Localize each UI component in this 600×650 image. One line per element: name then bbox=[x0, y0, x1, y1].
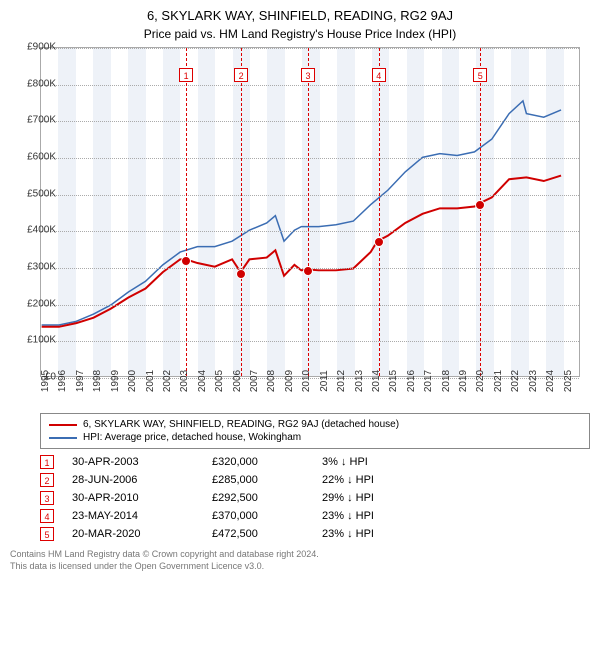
x-tick-label: 2005 bbox=[214, 370, 225, 392]
x-tick-label: 2004 bbox=[197, 370, 208, 392]
row-diff: 23% ↓ HPI bbox=[322, 528, 412, 540]
x-tick-label: 1995 bbox=[40, 370, 51, 392]
transaction-row: 3 30-APR-2010£292,50029% ↓ HPI bbox=[40, 489, 590, 507]
footer-line2: This data is licensed under the Open Gov… bbox=[10, 561, 590, 573]
x-tick-label: 2011 bbox=[319, 370, 330, 392]
row-price: £370,000 bbox=[212, 510, 322, 522]
x-tick-label: 2016 bbox=[406, 370, 417, 392]
legend-swatch bbox=[49, 437, 77, 439]
event-marker: 4 bbox=[372, 68, 386, 82]
x-tick-label: 2019 bbox=[458, 370, 469, 392]
plot-region: 1 2 3 4 5 bbox=[40, 47, 580, 377]
row-diff: 3% ↓ HPI bbox=[322, 456, 412, 468]
chart-area: 12345 £0£100K£200K£300K£400K£500K£600K£7… bbox=[40, 47, 600, 407]
x-tick-label: 2000 bbox=[127, 370, 138, 392]
transaction-row: 4 23-MAY-2014£370,00023% ↓ HPI bbox=[40, 507, 590, 525]
event-marker: 3 bbox=[301, 68, 315, 82]
row-marker: 2 bbox=[40, 473, 54, 487]
footer-line1: Contains HM Land Registry data © Crown c… bbox=[10, 549, 590, 561]
event-marker: 5 bbox=[473, 68, 487, 82]
x-tick-label: 2022 bbox=[510, 370, 521, 392]
event-point bbox=[475, 200, 485, 210]
event-point bbox=[374, 237, 384, 247]
row-price: £320,000 bbox=[212, 456, 322, 468]
y-tick-label: £800K bbox=[27, 78, 56, 89]
arrow-down-icon: ↓ bbox=[347, 492, 353, 504]
row-price: £285,000 bbox=[212, 474, 322, 486]
chart-container: 6, SKYLARK WAY, SHINFIELD, READING, RG2 … bbox=[0, 0, 600, 650]
row-marker: 1 bbox=[40, 455, 54, 469]
arrow-down-icon: ↓ bbox=[347, 474, 353, 486]
row-marker: 5 bbox=[40, 527, 54, 541]
legend-label: HPI: Average price, detached house, Woki… bbox=[83, 432, 301, 443]
y-tick-label: £100K bbox=[27, 335, 56, 346]
legend-swatch bbox=[49, 424, 77, 426]
row-diff: 29% ↓ HPI bbox=[322, 492, 412, 504]
y-tick-label: £500K bbox=[27, 188, 56, 199]
legend-item: HPI: Average price, detached house, Woki… bbox=[49, 431, 581, 444]
line-series-svg bbox=[41, 48, 579, 376]
event-point bbox=[236, 269, 246, 279]
x-tick-label: 2024 bbox=[545, 370, 556, 392]
y-tick-label: £300K bbox=[27, 262, 56, 273]
x-tick-label: 2001 bbox=[145, 370, 156, 392]
arrow-down-icon: ↓ bbox=[347, 510, 353, 522]
x-tick-label: 2013 bbox=[354, 370, 365, 392]
row-marker: 4 bbox=[40, 509, 54, 523]
x-tick-label: 2010 bbox=[301, 370, 312, 392]
x-tick-label: 2025 bbox=[563, 370, 574, 392]
legend-item: 6, SKYLARK WAY, SHINFIELD, READING, RG2 … bbox=[49, 418, 581, 431]
arrow-down-icon: ↓ bbox=[341, 456, 347, 468]
x-tick-label: 2009 bbox=[284, 370, 295, 392]
y-tick-label: £400K bbox=[27, 225, 56, 236]
event-marker: 1 bbox=[179, 68, 193, 82]
x-tick-label: 1999 bbox=[110, 370, 121, 392]
x-tick-label: 2014 bbox=[371, 370, 382, 392]
y-tick-label: £900K bbox=[27, 42, 56, 53]
legend: 6, SKYLARK WAY, SHINFIELD, READING, RG2 … bbox=[40, 413, 590, 449]
footer-attribution: Contains HM Land Registry data © Crown c… bbox=[10, 549, 590, 572]
series-line bbox=[42, 101, 561, 325]
legend-label: 6, SKYLARK WAY, SHINFIELD, READING, RG2 … bbox=[83, 419, 399, 430]
event-point bbox=[303, 266, 313, 276]
x-tick-label: 2021 bbox=[493, 370, 504, 392]
y-tick-label: £600K bbox=[27, 152, 56, 163]
transactions-table: 1 30-APR-2003£320,0003% ↓ HPI 2 28-JUN-2006… bbox=[40, 453, 590, 543]
chart-subtitle: Price paid vs. HM Land Registry's House … bbox=[0, 23, 600, 47]
x-tick-label: 2015 bbox=[388, 370, 399, 392]
y-tick-label: £200K bbox=[27, 298, 56, 309]
transaction-row: 5 20-MAR-2020£472,50023% ↓ HPI bbox=[40, 525, 590, 543]
arrow-down-icon: ↓ bbox=[347, 528, 353, 540]
row-marker: 3 bbox=[40, 491, 54, 505]
row-date: 28-JUN-2006 bbox=[72, 474, 212, 486]
x-tick-label: 2002 bbox=[162, 370, 173, 392]
row-diff: 23% ↓ HPI bbox=[322, 510, 412, 522]
x-tick-label: 1997 bbox=[75, 370, 86, 392]
row-price: £472,500 bbox=[212, 528, 322, 540]
x-tick-label: 1998 bbox=[92, 370, 103, 392]
y-tick-label: £700K bbox=[27, 115, 56, 126]
transaction-row: 2 28-JUN-2006£285,00022% ↓ HPI bbox=[40, 471, 590, 489]
x-tick-label: 2006 bbox=[232, 370, 243, 392]
row-date: 30-APR-2010 bbox=[72, 492, 212, 504]
x-tick-label: 2020 bbox=[475, 370, 486, 392]
x-tick-label: 2017 bbox=[423, 370, 434, 392]
transaction-row: 1 30-APR-2003£320,0003% ↓ HPI bbox=[40, 453, 590, 471]
row-date: 23-MAY-2014 bbox=[72, 510, 212, 522]
event-marker: 2 bbox=[234, 68, 248, 82]
chart-title: 6, SKYLARK WAY, SHINFIELD, READING, RG2 … bbox=[0, 0, 600, 23]
x-tick-label: 2012 bbox=[336, 370, 347, 392]
x-tick-label: 2018 bbox=[441, 370, 452, 392]
x-tick-label: 2008 bbox=[266, 370, 277, 392]
x-tick-label: 2007 bbox=[249, 370, 260, 392]
event-point bbox=[181, 256, 191, 266]
x-tick-label: 2003 bbox=[179, 370, 190, 392]
row-diff: 22% ↓ HPI bbox=[322, 474, 412, 486]
row-price: £292,500 bbox=[212, 492, 322, 504]
x-tick-label: 2023 bbox=[528, 370, 539, 392]
row-date: 30-APR-2003 bbox=[72, 456, 212, 468]
x-tick-label: 1996 bbox=[57, 370, 68, 392]
row-date: 20-MAR-2020 bbox=[72, 528, 212, 540]
